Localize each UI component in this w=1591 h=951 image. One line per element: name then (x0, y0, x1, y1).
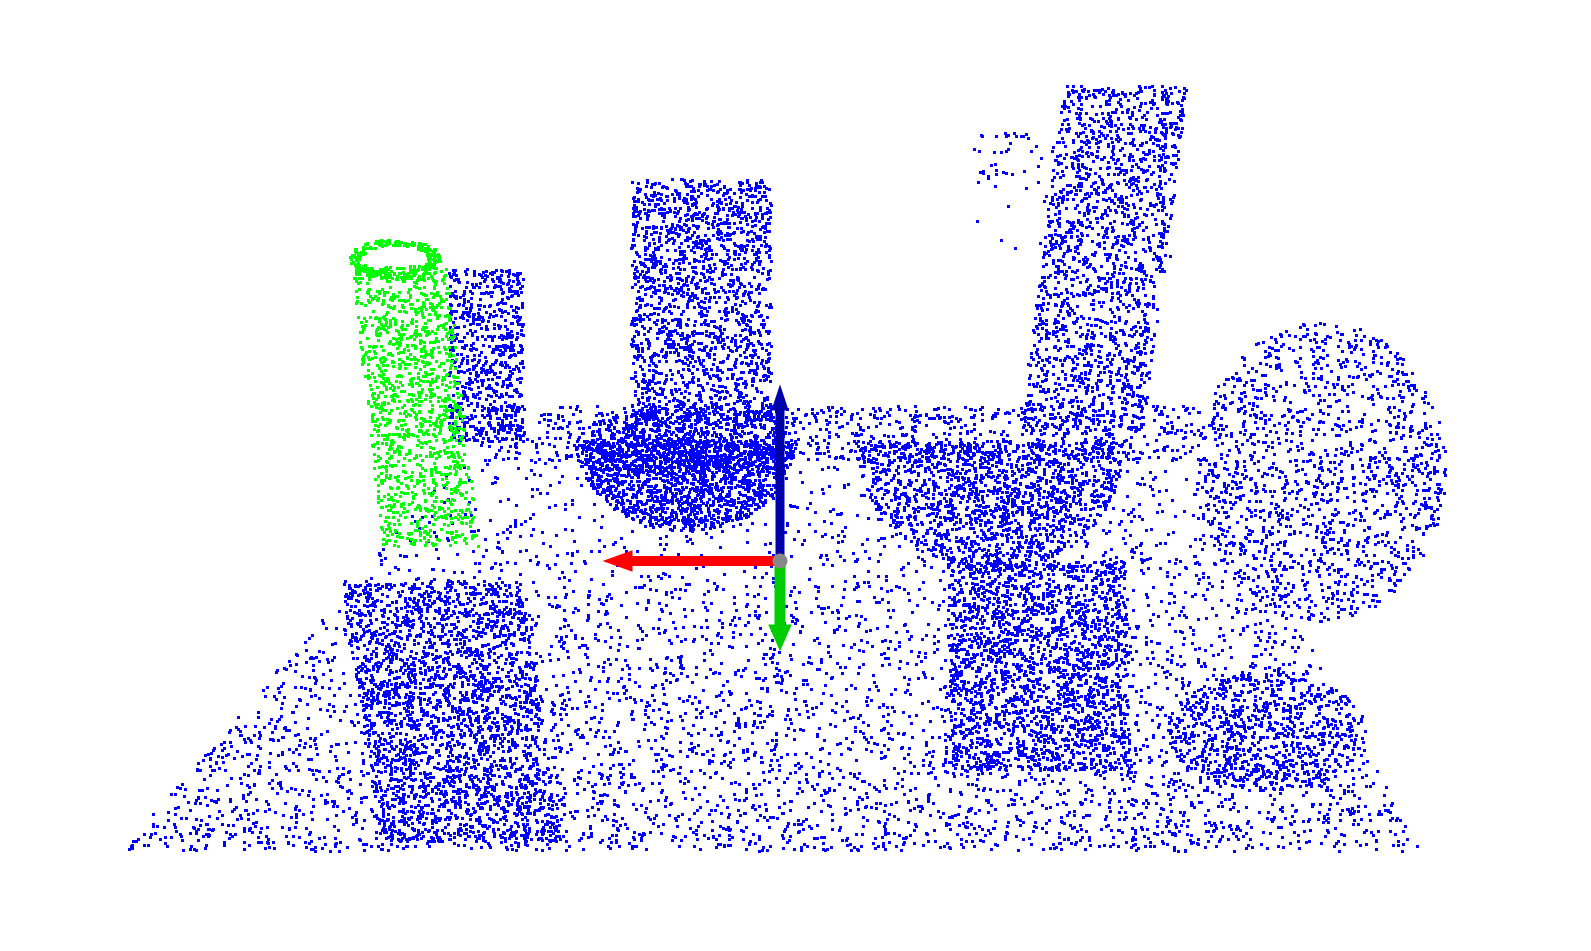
highlighted-can-points (353, 265, 480, 548)
x-axis-head (602, 550, 633, 572)
bowl-center-rim-points (590, 410, 783, 473)
bowl-center-points (575, 440, 797, 533)
box-center-points (630, 178, 773, 423)
mug-right-points (1196, 322, 1447, 623)
axes-origin (772, 553, 788, 569)
box-left-points (448, 268, 525, 443)
mug-base-points (1167, 672, 1367, 792)
table-back-edge-points (480, 405, 1202, 463)
y-axis-head (768, 624, 792, 652)
object-points (343, 85, 1447, 843)
highlighted-can-top-points (349, 239, 442, 281)
highlighted-object-points (349, 239, 480, 548)
cylinder-left-front-points (343, 580, 562, 843)
table-surface-points (128, 405, 1419, 853)
cylinder-right-front-points (947, 560, 1133, 773)
bowl-right-points (855, 440, 1125, 572)
table-surface-points (128, 414, 1419, 853)
spray-bottle-points (1022, 85, 1188, 433)
coordinate-axes-icon (602, 384, 792, 652)
z-axis-head (771, 384, 789, 411)
